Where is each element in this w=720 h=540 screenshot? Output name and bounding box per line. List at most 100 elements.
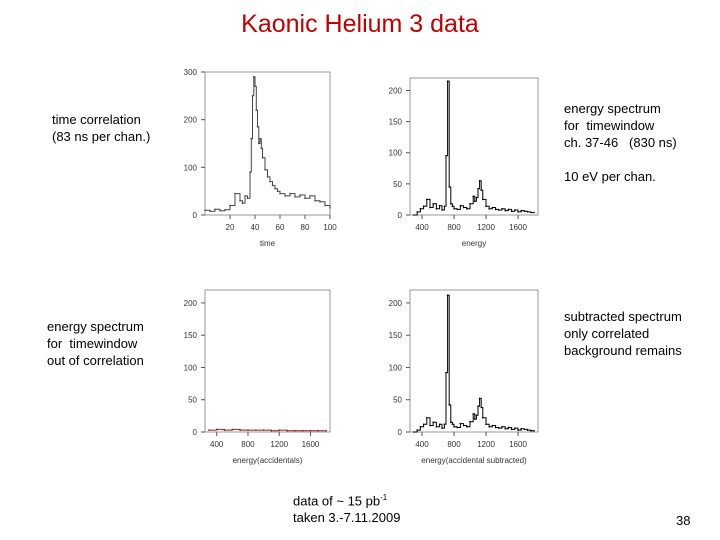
footnote-exponent: -1 bbox=[380, 493, 388, 502]
data-point bbox=[450, 421, 452, 424]
data-point bbox=[448, 186, 450, 188]
data-point bbox=[219, 209, 221, 212]
data-point bbox=[441, 209, 443, 211]
plot-frame bbox=[409, 77, 539, 216]
note-subtracted: subtracted spectrum only correlated back… bbox=[564, 309, 682, 358]
x-tick-label: 400 bbox=[415, 440, 429, 449]
data-point bbox=[426, 417, 428, 419]
data-point bbox=[520, 209, 522, 212]
data-point bbox=[533, 429, 535, 432]
data-point bbox=[429, 424, 431, 427]
data-point bbox=[456, 426, 458, 429]
data-point bbox=[224, 208, 226, 211]
data-point bbox=[451, 423, 454, 426]
x-tick-label: 1600 bbox=[509, 440, 527, 449]
y-tick-label: 150 bbox=[389, 118, 403, 127]
data-point bbox=[208, 429, 210, 431]
data-point bbox=[446, 80, 449, 82]
data-point bbox=[249, 171, 251, 173]
data-point bbox=[252, 75, 255, 78]
data-point bbox=[441, 427, 443, 429]
y-tick-label: 200 bbox=[389, 86, 403, 95]
data-point bbox=[475, 414, 478, 417]
data-point bbox=[304, 197, 306, 200]
x-tick-label: 800 bbox=[447, 223, 461, 232]
data-point bbox=[477, 405, 479, 407]
data-point bbox=[498, 209, 500, 211]
data-point bbox=[451, 205, 454, 208]
data-point bbox=[498, 427, 500, 429]
data-point bbox=[488, 426, 490, 428]
data-point bbox=[432, 202, 434, 205]
data-point bbox=[239, 429, 241, 431]
note-time-correlation: time correlation (83 ns per chan.) bbox=[52, 112, 151, 144]
data-point bbox=[504, 427, 506, 430]
data-point bbox=[251, 95, 254, 97]
data-point bbox=[266, 176, 269, 178]
data-point bbox=[443, 423, 446, 426]
y-tick-label: 0 bbox=[398, 211, 403, 220]
x-axis-label: energy(accidental subtracted) bbox=[421, 456, 527, 465]
footnote-line2: taken 3.-7.11.2009 bbox=[293, 510, 401, 526]
data-point bbox=[485, 205, 487, 208]
x-tick-label: 20 bbox=[226, 223, 235, 232]
y-tick-label: 0 bbox=[398, 428, 403, 437]
data-point bbox=[472, 413, 474, 415]
data-point bbox=[466, 207, 468, 210]
data-point bbox=[301, 429, 304, 432]
data-point bbox=[485, 423, 487, 426]
data-point bbox=[256, 126, 259, 128]
note-out-of-correlation: energy spectrum for timewindow out of co… bbox=[47, 319, 144, 368]
x-tick-label: 1200 bbox=[477, 223, 495, 232]
y-tick-label: 200 bbox=[184, 116, 198, 125]
data-point bbox=[317, 429, 320, 432]
y-tick-label: 100 bbox=[184, 363, 198, 372]
data-point bbox=[443, 205, 446, 208]
y-tick-label: 100 bbox=[184, 163, 198, 172]
data-point bbox=[325, 429, 327, 432]
data-point bbox=[474, 200, 476, 203]
series-line bbox=[414, 294, 534, 433]
series-line bbox=[414, 80, 534, 216]
x-tick-label: 1600 bbox=[509, 223, 527, 232]
data-point bbox=[475, 196, 478, 199]
data-point bbox=[510, 210, 513, 213]
data-point bbox=[289, 192, 291, 195]
data-point bbox=[324, 204, 326, 207]
data-point bbox=[530, 429, 532, 432]
data-point bbox=[223, 429, 226, 431]
data-point bbox=[329, 207, 331, 209]
data-point bbox=[416, 429, 418, 431]
data-point bbox=[482, 417, 484, 419]
data-point bbox=[284, 195, 286, 197]
data-point bbox=[422, 205, 425, 208]
plot-frame bbox=[204, 289, 331, 433]
data-point bbox=[530, 211, 532, 214]
data-point bbox=[445, 371, 447, 374]
data-point bbox=[215, 428, 218, 431]
data-point bbox=[507, 426, 510, 429]
data-point bbox=[510, 428, 513, 431]
data-point bbox=[314, 199, 316, 202]
y-tick-label: 50 bbox=[393, 180, 402, 189]
x-tick-label: 800 bbox=[241, 440, 255, 449]
data-point bbox=[231, 428, 234, 431]
data-point bbox=[480, 189, 482, 191]
data-point bbox=[501, 207, 503, 210]
page-number: 38 bbox=[676, 513, 691, 528]
data-point bbox=[261, 157, 264, 159]
data-point bbox=[526, 211, 529, 213]
data-point bbox=[234, 192, 236, 195]
x-tick-label: 400 bbox=[210, 440, 224, 449]
y-tick-label: 150 bbox=[184, 331, 198, 340]
data-point bbox=[462, 424, 465, 427]
footnote-line1: data of ~ 15 pb bbox=[293, 493, 381, 509]
y-tick-label: 100 bbox=[389, 149, 403, 158]
y-tick-label: 0 bbox=[193, 211, 198, 220]
data-point bbox=[456, 208, 458, 211]
data-point bbox=[319, 200, 321, 203]
data-point bbox=[488, 207, 490, 210]
data-point bbox=[466, 426, 468, 428]
data-point bbox=[526, 429, 529, 431]
x-axis-label: energy bbox=[462, 239, 486, 248]
